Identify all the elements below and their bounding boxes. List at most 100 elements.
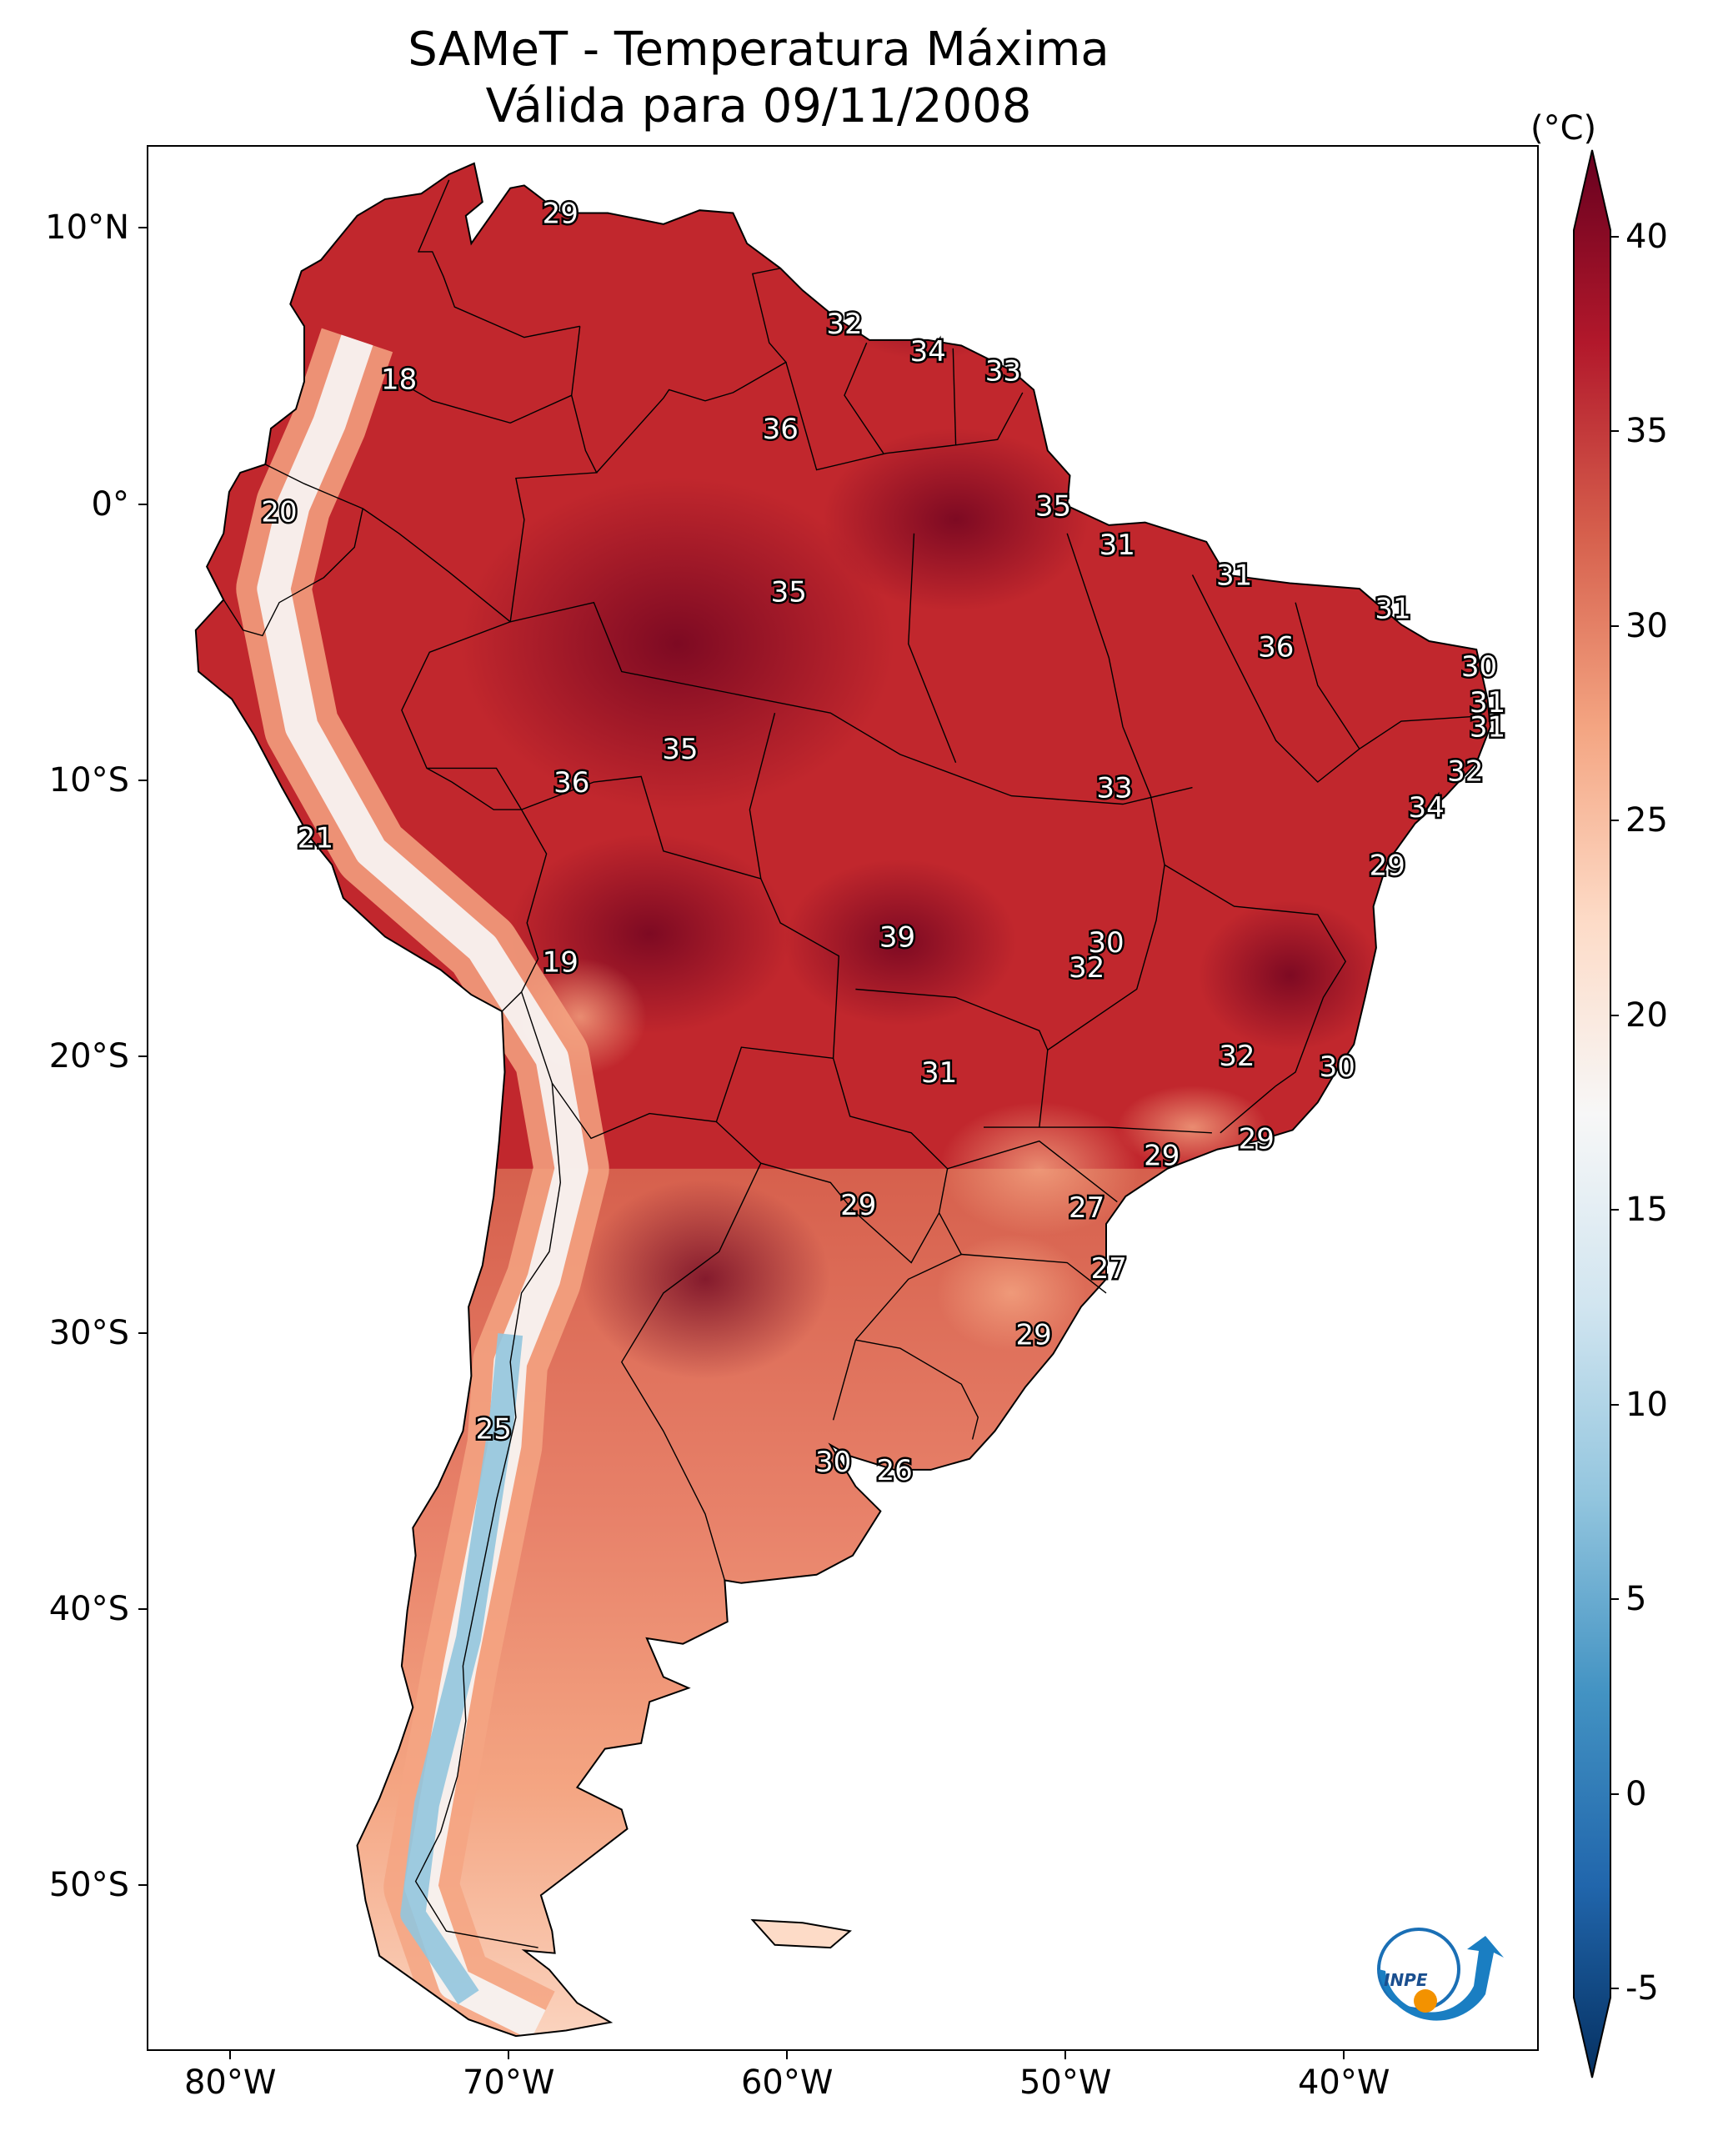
- longitude-label: 50°W: [1019, 2063, 1112, 2102]
- station-temperature-label: 29: [1144, 1139, 1180, 1172]
- latitude-tick: [138, 1607, 147, 1610]
- station-temperature-label: 30: [815, 1446, 851, 1479]
- longitude-tick: [229, 2051, 232, 2059]
- station-temperature-label: 31: [1470, 686, 1505, 720]
- warm-zone: [822, 428, 1089, 612]
- land-fill: [195, 163, 1490, 2037]
- country-borders: [223, 179, 1485, 1948]
- longitude-tick: [508, 2051, 510, 2059]
- colorbar-tick-label: 30: [1625, 606, 1668, 645]
- country-border: [414, 1083, 562, 1948]
- latitude-label: 10°S: [48, 761, 129, 800]
- latitude-tick: [138, 780, 147, 781]
- latitude-label: 10°N: [45, 208, 129, 248]
- station-temperature-label: 26: [876, 1454, 912, 1487]
- station-temperature-label: 32: [1069, 951, 1104, 985]
- colorbar-tick-label: 0: [1625, 1774, 1647, 1813]
- station-temperature-label: 35: [662, 733, 698, 766]
- country-border: [426, 767, 963, 1341]
- mild-zone: [939, 1101, 1139, 1236]
- colorbar-tick: [1610, 624, 1619, 627]
- station-temperature-label: 25: [476, 1412, 512, 1446]
- colorbar-tick-label: -5: [1625, 1969, 1659, 2008]
- country-border: [510, 601, 1193, 805]
- colorbar-tick-label: 5: [1625, 1580, 1647, 1619]
- station-temperature-label: 29: [1239, 1122, 1275, 1156]
- colorbar-tick: [1610, 1598, 1619, 1601]
- colorbar-tick: [1610, 236, 1619, 238]
- station-temperature-label: 27: [1069, 1191, 1104, 1225]
- station-temperature-label: 29: [543, 198, 579, 231]
- longitude-label: 60°W: [740, 2063, 834, 2102]
- longitude-label: 80°W: [183, 2063, 277, 2102]
- station-temperature-label: 27: [1091, 1252, 1127, 1286]
- colorbar-tick-label: 25: [1625, 801, 1668, 840]
- colorbar-tick: [1610, 1403, 1619, 1406]
- latitude-tick: [138, 1055, 147, 1058]
- colorbar-unit: (°C): [1530, 109, 1597, 148]
- colorbar-tick-label: 15: [1625, 1191, 1668, 1230]
- station-temperature-label: 39: [879, 921, 915, 955]
- country-border: [362, 508, 548, 1012]
- country-border: [1295, 602, 1360, 750]
- map-title-line2: Válida para 09/11/2008: [485, 79, 1032, 133]
- station-temperature-label: 30: [1320, 1050, 1355, 1084]
- station-temperature-label: 30: [1088, 926, 1124, 960]
- country-border: [984, 1126, 1212, 1134]
- falkland-islands: [750, 1918, 852, 1949]
- warm-zone: [1198, 900, 1382, 1050]
- station-temperature-label: 31: [1375, 592, 1410, 625]
- continent-shape: [194, 162, 1491, 2038]
- longitude-tick: [1343, 2051, 1345, 2059]
- station-temperature-label: 32: [826, 308, 862, 341]
- station-temperature-label: 35: [771, 575, 807, 609]
- latitude-tick: [138, 1884, 147, 1887]
- colorbar-tick-label: 35: [1625, 412, 1668, 451]
- andes-south-cold-band: [400, 1333, 523, 2005]
- map-area[interactable]: 29 32 34 33 18 36 35 20 31 31 35 31 36 30 31 31 35 32 36 33…: [147, 145, 1539, 2051]
- country-border: [715, 1121, 940, 1264]
- latitude-label: 0°: [91, 484, 129, 524]
- latitude-tick: [138, 503, 147, 505]
- station-temperature-label: 32: [1447, 755, 1483, 789]
- station-temperature-label: 21: [298, 821, 333, 855]
- latitude-tick: [138, 1331, 147, 1334]
- country-border: [1191, 574, 1485, 783]
- station-temperature-label: 30: [1461, 650, 1497, 684]
- country-border: [908, 533, 957, 764]
- longitude-label: 40°W: [1297, 2063, 1390, 2102]
- coastline: [194, 162, 1491, 2038]
- colorbar-tick: [1610, 1209, 1619, 1211]
- latitude-label: 40°S: [48, 1589, 129, 1628]
- country-border: [1164, 864, 1347, 1134]
- country-border: [620, 1162, 762, 1581]
- station-temperature-label: 34: [910, 335, 946, 369]
- longitude-tick: [1064, 2051, 1067, 2059]
- colorbar: [1573, 149, 1611, 2078]
- station-temperature-label: 32: [1219, 1040, 1255, 1073]
- country-border: [855, 1339, 979, 1440]
- colorbar-tick-label: 10: [1625, 1385, 1668, 1424]
- latitude-label: 50°S: [48, 1866, 129, 1905]
- latitude-label: 20°S: [48, 1037, 129, 1076]
- country-border: [855, 988, 1049, 1050]
- station-temperature-label: 31: [921, 1056, 957, 1090]
- warm-zone: [783, 859, 1017, 1026]
- colorbar-tick: [1610, 430, 1619, 433]
- country-border: [961, 1253, 1107, 1294]
- warm-zone: [460, 477, 894, 811]
- station-temperature-label: 35: [1035, 490, 1071, 524]
- country-border: [832, 1340, 857, 1421]
- station-temperature-label: 20: [261, 495, 297, 529]
- country-border: [398, 380, 572, 424]
- station-temperature-label: 29: [1015, 1319, 1051, 1352]
- country-border: [749, 713, 776, 880]
- latitude-label: 30°S: [48, 1313, 129, 1352]
- station-temperature-label: 34: [1408, 791, 1444, 825]
- colorbar-tick: [1610, 1988, 1619, 1989]
- colorbar-tick: [1610, 1792, 1619, 1795]
- inpe-logo: INPE: [1377, 1928, 1504, 2021]
- country-border: [596, 268, 787, 474]
